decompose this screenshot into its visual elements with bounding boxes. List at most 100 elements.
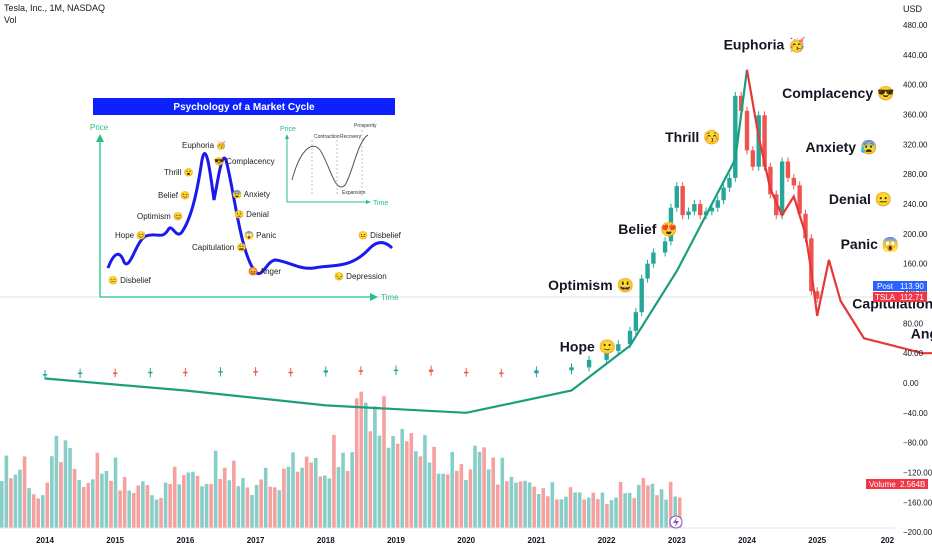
volume-bar bbox=[131, 493, 136, 528]
mini-label-expansion: Expansion bbox=[342, 190, 366, 196]
volume-bar bbox=[300, 467, 304, 528]
volume-bar bbox=[91, 479, 95, 528]
candle bbox=[651, 252, 656, 264]
volume-bar bbox=[145, 485, 150, 528]
volume-bar bbox=[436, 473, 441, 528]
candle bbox=[662, 241, 668, 253]
volume-bar bbox=[564, 496, 568, 528]
volume-bars bbox=[0, 391, 682, 528]
volume-bar bbox=[609, 500, 614, 528]
volume-bar bbox=[377, 435, 382, 528]
candle bbox=[686, 211, 691, 216]
inset-stage-label: 😑 Disbelief bbox=[108, 276, 152, 285]
candle bbox=[183, 371, 188, 374]
candle bbox=[779, 161, 785, 216]
cycle-stage-label: Panic 😱 bbox=[841, 236, 900, 253]
volume-bar bbox=[86, 482, 91, 528]
candle bbox=[762, 115, 767, 167]
volume-bar bbox=[468, 469, 473, 528]
inset-stage-label: 😐 Disbelief bbox=[358, 231, 402, 240]
volume-bar bbox=[623, 493, 627, 528]
volume-bar bbox=[350, 452, 354, 528]
candle bbox=[797, 185, 802, 214]
volume-bar bbox=[45, 482, 50, 528]
candle bbox=[148, 371, 153, 374]
volume-bar bbox=[646, 485, 650, 528]
candle bbox=[604, 350, 609, 360]
volume-bar bbox=[591, 492, 596, 528]
volume-bar bbox=[614, 497, 618, 528]
volume-bar bbox=[491, 457, 495, 528]
volume-bar bbox=[50, 456, 54, 528]
cycle-stage-label: Hope 🙂 bbox=[560, 339, 616, 355]
volume-bar bbox=[0, 481, 4, 528]
candle bbox=[674, 186, 679, 208]
cycle-stage-label: Optimism 😃 bbox=[548, 277, 634, 293]
volume-bar bbox=[318, 476, 323, 528]
volume-bar bbox=[541, 488, 546, 528]
volume-bar bbox=[209, 483, 213, 528]
cycle-stage-label: Anger? 😡 bbox=[911, 325, 932, 341]
volume-bar bbox=[95, 452, 100, 528]
volume-bar bbox=[455, 470, 459, 528]
volume-bar bbox=[596, 499, 600, 528]
volume-bar bbox=[213, 450, 218, 528]
volume-bar bbox=[282, 468, 286, 528]
volume-bar bbox=[204, 483, 209, 528]
volume-bar bbox=[154, 499, 159, 528]
volume-bar bbox=[677, 497, 682, 528]
volume-bar bbox=[532, 486, 536, 528]
cycle-stage-label: Denial 😐 bbox=[829, 191, 892, 207]
volume-bar bbox=[218, 478, 222, 528]
price-tick-label: 280.00 bbox=[903, 170, 928, 179]
post-price-badge: Post 113.90 bbox=[873, 281, 927, 291]
volume-bar bbox=[445, 474, 450, 528]
volume-bar bbox=[54, 435, 59, 528]
candle bbox=[633, 312, 639, 331]
time-tick-label: 2025 bbox=[808, 536, 826, 545]
inset-stage-label: Belief 😊 bbox=[158, 191, 190, 200]
volume-badge-label: Volume bbox=[869, 480, 896, 489]
time-tick-label: 2022 bbox=[598, 536, 616, 545]
volume-bar bbox=[40, 495, 45, 528]
inset-market-cycle: Psychology of a Market Cycle Price Time … bbox=[90, 98, 402, 302]
volume-bar bbox=[641, 477, 646, 528]
candle bbox=[627, 330, 633, 345]
price-tick-label: 480.00 bbox=[903, 21, 928, 30]
volume-bar bbox=[27, 488, 31, 528]
inset-stage-label: 😡 Anger bbox=[248, 267, 281, 276]
volume-bar bbox=[550, 482, 555, 528]
candle bbox=[721, 187, 726, 201]
volume-bar bbox=[354, 398, 359, 528]
price-axis[interactable]: USD 480.00 440.00 400.00 360.00 320.00 280.00… bbox=[903, 4, 932, 537]
candle bbox=[639, 278, 644, 313]
lightning-icon[interactable] bbox=[669, 515, 683, 529]
time-tick-label: 2020 bbox=[457, 536, 475, 545]
volume-bar bbox=[222, 467, 227, 528]
volume-bar bbox=[182, 475, 186, 528]
volume-bar bbox=[450, 451, 455, 528]
time-axis[interactable]: 2014 2015 2016 2017 2018 2019 2020 2021 2022 2023… bbox=[36, 536, 895, 545]
volume-indicator-label[interactable]: Vol bbox=[4, 15, 17, 25]
volume-bar bbox=[341, 452, 345, 528]
inset-stage-label: Capitulation 😩 bbox=[192, 243, 246, 252]
cycle-stage-label: Thrill 😚 bbox=[665, 129, 721, 145]
price-axis-currency: USD bbox=[903, 4, 923, 14]
volume-bar bbox=[618, 481, 623, 528]
volume-bar bbox=[200, 486, 204, 528]
price-tick-label: 360.00 bbox=[903, 111, 928, 120]
volume-bar bbox=[418, 456, 423, 528]
volume-bar bbox=[518, 481, 523, 528]
price-tick-label: −120.00 bbox=[903, 468, 932, 477]
volume-bar bbox=[423, 435, 427, 528]
volume-bar bbox=[600, 492, 605, 528]
volume-bar bbox=[573, 492, 577, 528]
volume-bar bbox=[391, 435, 395, 528]
post-badge-label: Post bbox=[877, 282, 894, 291]
candle bbox=[569, 367, 574, 371]
volume-bar bbox=[4, 455, 9, 528]
price-tick-label: −80.00 bbox=[903, 439, 928, 448]
volume-bar bbox=[559, 499, 564, 528]
